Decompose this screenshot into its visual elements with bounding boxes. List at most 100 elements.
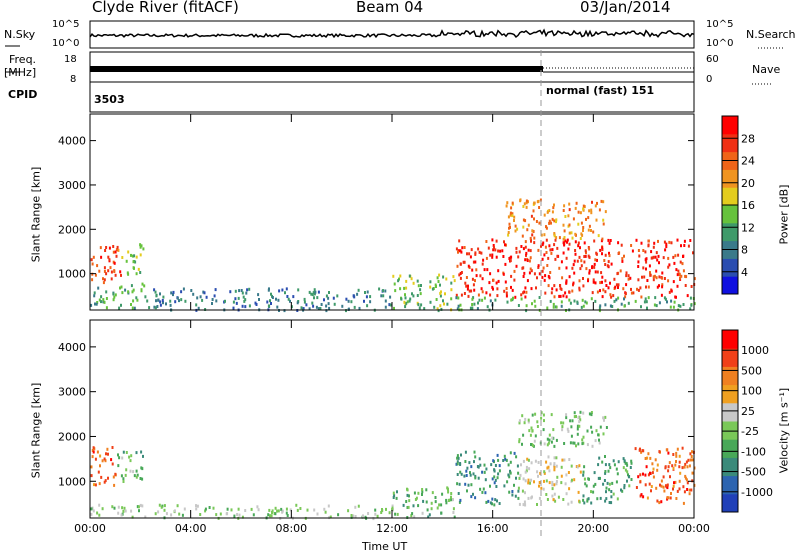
echo-cell xyxy=(601,246,604,250)
echo-cell xyxy=(595,251,598,255)
echo-cell xyxy=(585,301,588,305)
echo-cell xyxy=(443,302,445,306)
echo-cell xyxy=(101,507,104,511)
echo-cell xyxy=(518,419,521,423)
echo-cell xyxy=(540,244,542,248)
echo-cell xyxy=(533,236,536,240)
velocity-colorbar-title: Velocity [m s⁻¹] xyxy=(777,387,791,474)
station-title: Clyde River (fitACF) xyxy=(92,0,239,16)
echo-cell xyxy=(399,287,402,291)
echo-cell xyxy=(579,237,582,240)
echo-cell xyxy=(464,482,467,486)
echo-cell xyxy=(397,279,400,283)
echo-cell xyxy=(458,500,461,504)
echo-cell xyxy=(617,283,620,287)
echo-cell xyxy=(588,209,591,213)
echo-cell xyxy=(525,199,528,203)
echo-cell xyxy=(300,306,303,310)
colorbar-tick-label: 25 xyxy=(741,405,755,418)
echo-cell xyxy=(573,441,576,445)
echo-cell xyxy=(466,287,469,291)
echo-cell xyxy=(94,457,97,461)
echo-cell xyxy=(408,499,411,503)
echo-cell xyxy=(553,456,556,460)
echo-cell xyxy=(604,470,607,473)
echo-cell xyxy=(519,473,522,477)
echo-cell xyxy=(683,244,686,247)
echo-cell xyxy=(516,227,519,231)
echo-cell xyxy=(534,459,537,463)
echo-cell xyxy=(617,286,619,289)
echo-cell xyxy=(548,438,551,442)
echo-cell xyxy=(525,465,528,469)
echo-cell xyxy=(571,236,574,240)
echo-cell xyxy=(392,491,395,495)
echo-cell xyxy=(213,294,216,298)
echo-cell xyxy=(575,415,577,418)
echo-cell xyxy=(607,238,610,242)
echo-cell xyxy=(567,429,570,433)
echo-cell xyxy=(562,241,565,245)
echo-cell xyxy=(612,459,615,463)
echo-cell xyxy=(270,302,272,305)
echo-cell xyxy=(672,466,675,470)
echo-cell xyxy=(413,515,416,519)
echo-cell xyxy=(572,281,575,285)
echo-cell xyxy=(133,254,136,258)
echo-cell xyxy=(599,496,602,500)
x-tick-label: 20:00 xyxy=(577,522,609,535)
echo-cell xyxy=(591,200,593,204)
echo-cell xyxy=(563,458,566,462)
echo-cell xyxy=(512,296,514,300)
echo-cell xyxy=(655,276,658,280)
echo-cell xyxy=(465,276,468,279)
echo-cell xyxy=(277,298,280,302)
echo-cell xyxy=(91,455,94,459)
echo-cell xyxy=(214,288,217,292)
echo-cell xyxy=(510,274,513,278)
echo-cell xyxy=(469,473,472,477)
echo-cell xyxy=(623,297,625,301)
echo-cell xyxy=(120,285,123,289)
echo-cell xyxy=(659,483,661,487)
echo-cell xyxy=(406,488,409,492)
echo-cell xyxy=(627,301,630,305)
echo-cell xyxy=(548,481,551,485)
echo-cell xyxy=(599,304,602,308)
echo-cell xyxy=(90,512,93,516)
echo-cell xyxy=(605,486,608,490)
echo-cell xyxy=(662,256,665,260)
colorbar-swatch xyxy=(722,475,738,495)
echo-cell xyxy=(510,285,512,289)
echo-cell xyxy=(91,272,94,276)
echo-cell xyxy=(594,270,597,274)
echo-cell xyxy=(569,301,572,305)
echo-cell xyxy=(110,277,113,281)
echo-cell xyxy=(653,241,656,245)
echo-cell xyxy=(528,429,531,433)
echo-cell xyxy=(554,238,557,242)
echo-cell xyxy=(585,251,587,255)
echo-cell xyxy=(176,296,179,300)
echo-cell xyxy=(420,284,422,287)
echo-cell xyxy=(105,306,108,310)
echo-cell xyxy=(524,491,526,495)
echo-cell xyxy=(562,237,565,241)
echo-cell xyxy=(469,471,471,475)
echo-cell xyxy=(577,416,580,420)
echo-cell xyxy=(538,272,541,276)
echo-cell xyxy=(647,285,650,289)
echo-cell xyxy=(682,501,685,505)
cpid-first: 3503 xyxy=(94,93,125,106)
echo-cell xyxy=(313,296,315,300)
echo-cell xyxy=(404,293,406,297)
echo-cell xyxy=(542,413,545,417)
echo-cell xyxy=(582,204,585,208)
echo-cell xyxy=(384,289,387,293)
echo-cell xyxy=(92,450,95,454)
echo-cell xyxy=(463,260,466,264)
echo-cell xyxy=(97,286,100,290)
echo-cell xyxy=(536,420,539,424)
echo-cell xyxy=(559,284,561,287)
echo-cell xyxy=(661,285,664,289)
